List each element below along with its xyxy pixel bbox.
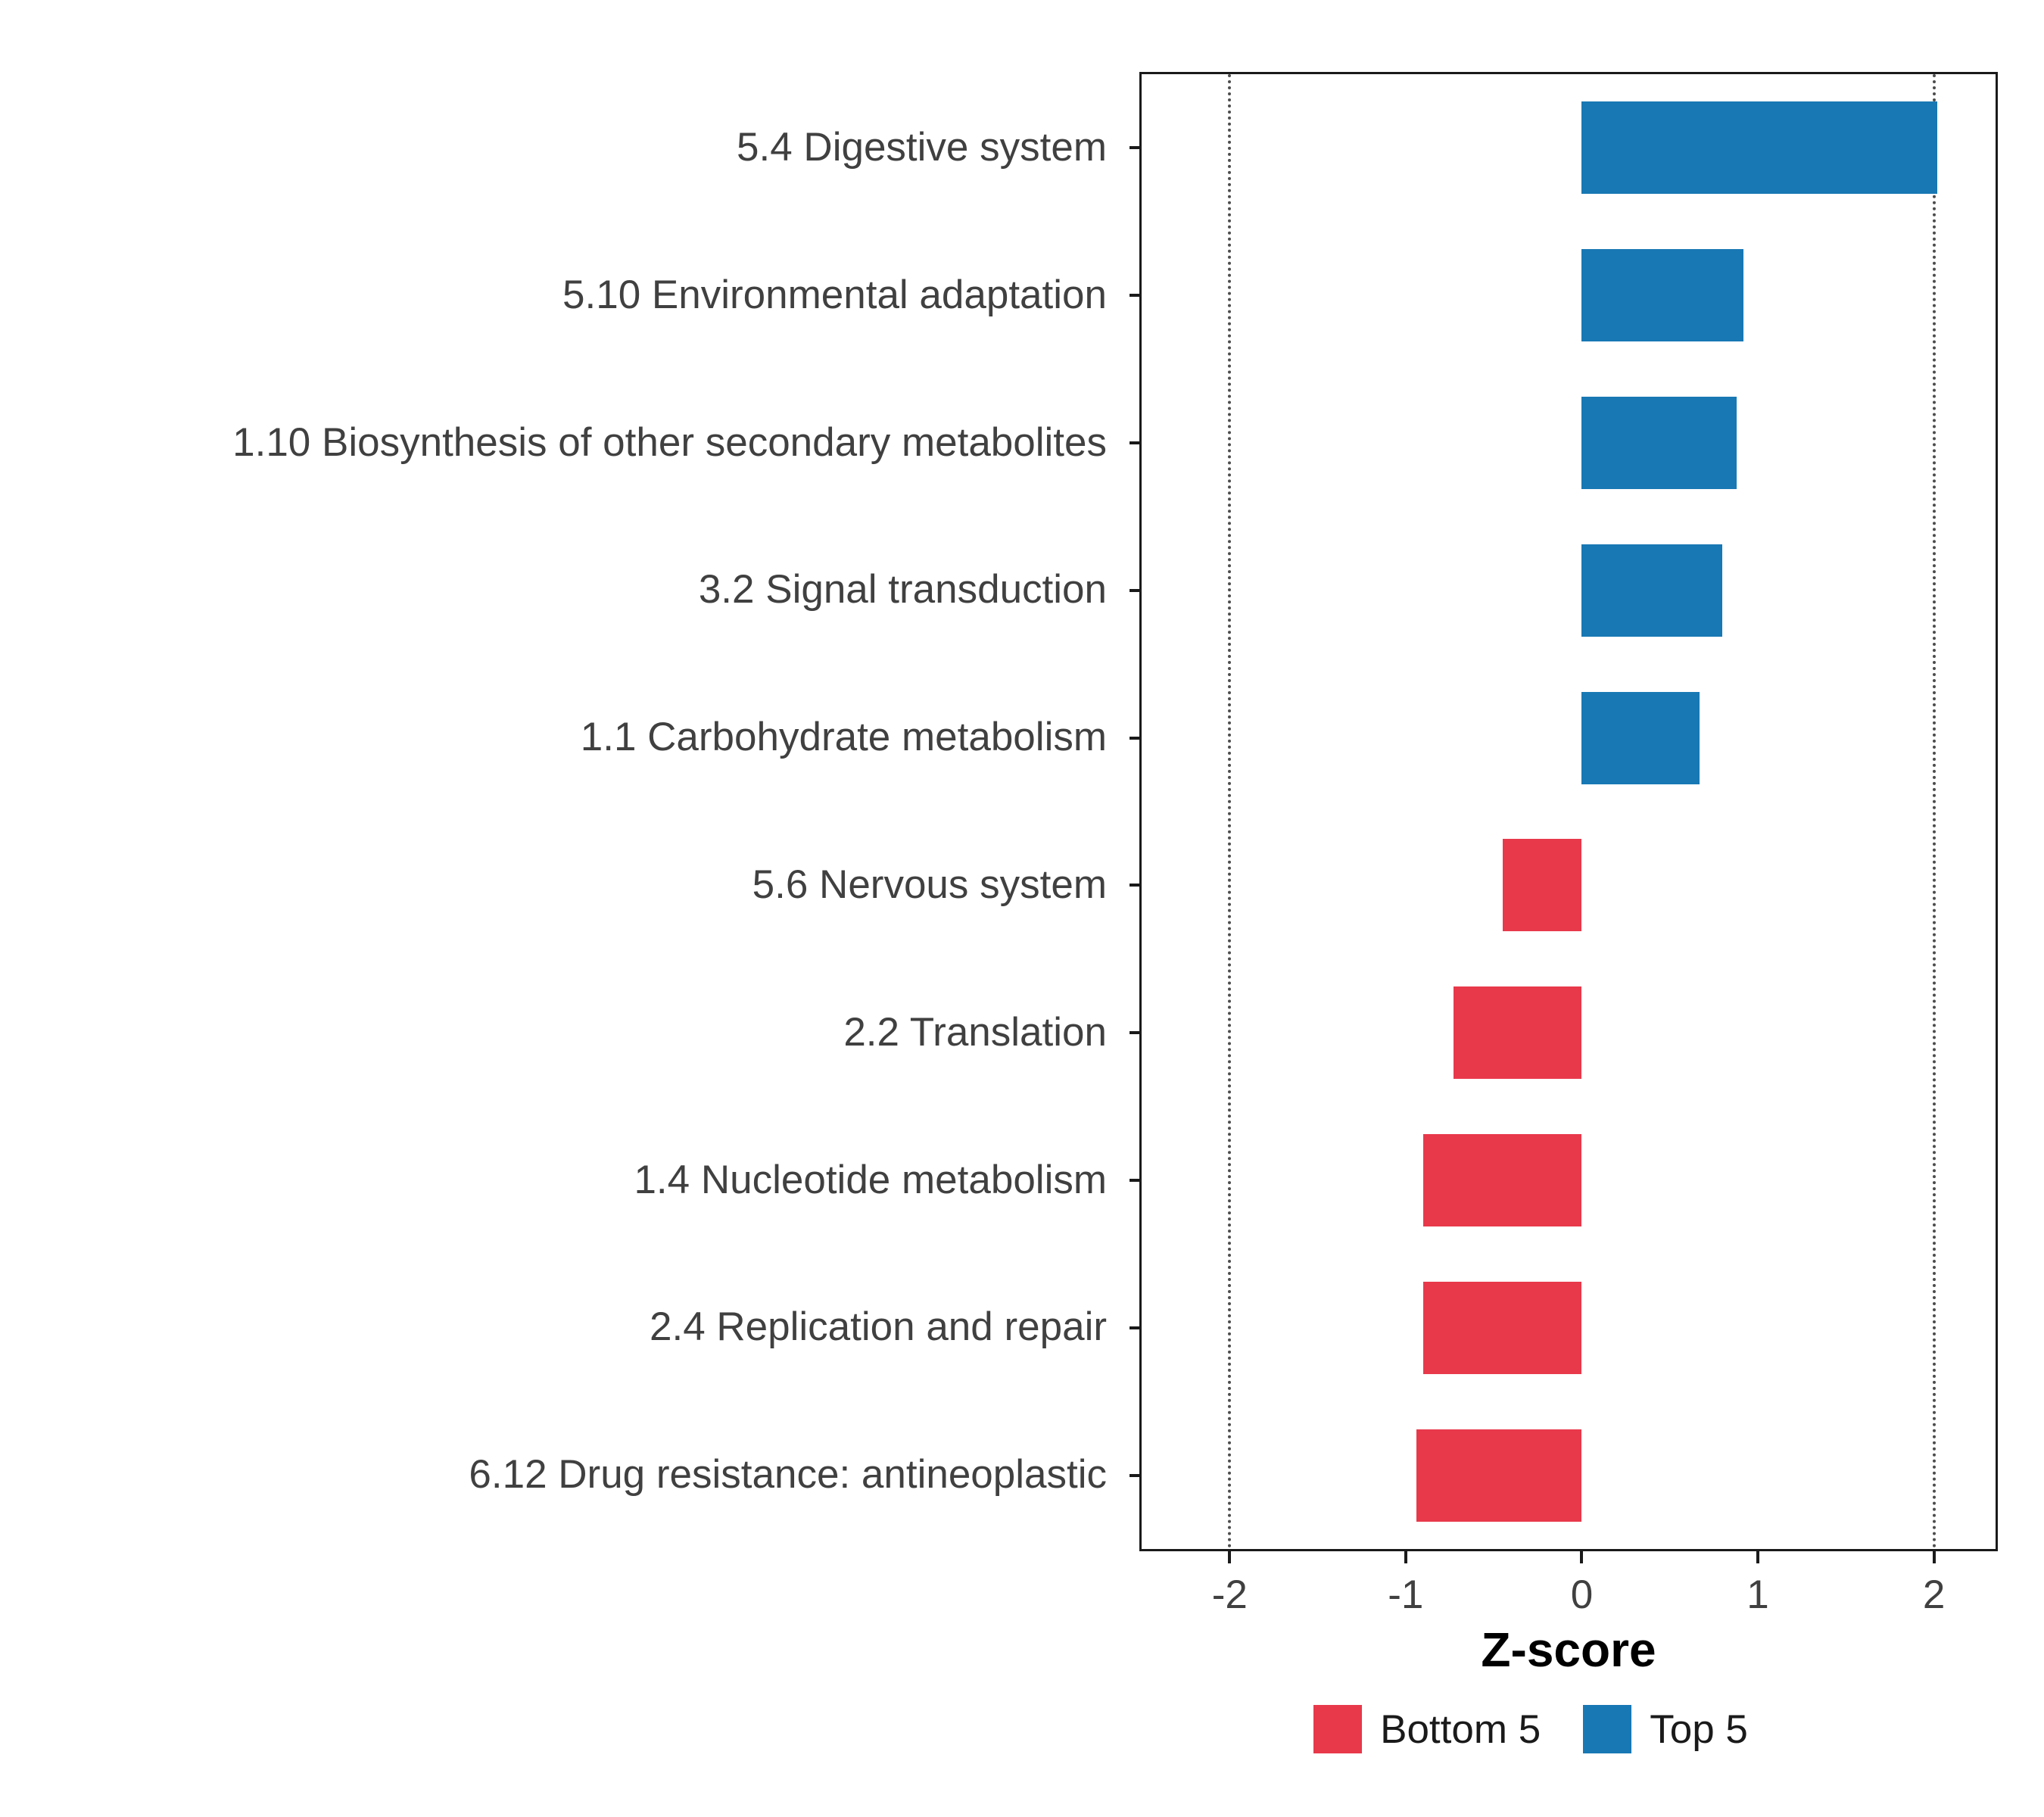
x-tick-label: 1 bbox=[1746, 1572, 1769, 1617]
y-tick-mark bbox=[1129, 1031, 1142, 1035]
bar-9 bbox=[1416, 1429, 1582, 1522]
y-axis-label: 6.12 Drug resistance: antineoplastic bbox=[469, 1452, 1107, 1498]
x-tick-mark bbox=[1932, 1551, 1936, 1563]
x-tick-mark bbox=[1756, 1551, 1760, 1563]
y-axis-label: 1.4 Nucleotide metabolism bbox=[634, 1157, 1107, 1202]
y-axis-label: 3.2 Signal transduction bbox=[698, 567, 1107, 612]
y-tick-mark bbox=[1129, 736, 1142, 740]
bar-3 bbox=[1581, 544, 1723, 637]
x-tick-mark bbox=[1580, 1551, 1584, 1563]
bar-4 bbox=[1581, 691, 1700, 784]
x-axis-title: Z-score bbox=[1481, 1622, 1656, 1677]
y-tick-mark bbox=[1129, 1179, 1142, 1182]
legend-swatch bbox=[1583, 1705, 1632, 1753]
x-tick-label: 0 bbox=[1570, 1572, 1594, 1617]
x-tick-mark bbox=[1228, 1551, 1232, 1563]
bar-7 bbox=[1423, 1134, 1582, 1226]
x-tick-mark bbox=[1404, 1551, 1407, 1563]
bar-0 bbox=[1581, 101, 1938, 195]
y-axis-label: 1.1 Carbohydrate metabolism bbox=[580, 715, 1107, 760]
legend-item-bottom-5: Bottom 5 bbox=[1313, 1705, 1541, 1753]
y-axis-label: 2.4 Replication and repair bbox=[650, 1304, 1107, 1350]
y-tick-mark bbox=[1129, 1473, 1142, 1477]
bar-6 bbox=[1453, 986, 1582, 1080]
bar-1 bbox=[1581, 249, 1744, 342]
legend-label: Top 5 bbox=[1650, 1706, 1748, 1752]
y-axis-label: 5.10 Environmental adaptation bbox=[562, 272, 1107, 317]
y-tick-mark bbox=[1129, 588, 1142, 592]
y-tick-mark bbox=[1129, 146, 1142, 150]
y-axis-label: 5.6 Nervous system bbox=[752, 862, 1107, 907]
y-tick-mark bbox=[1129, 294, 1142, 298]
x-tick-label: -1 bbox=[1388, 1572, 1424, 1617]
reference-line-2 bbox=[1932, 74, 1936, 1549]
bar-2 bbox=[1581, 397, 1737, 489]
x-tick-label: -2 bbox=[1211, 1572, 1248, 1617]
bar-5 bbox=[1502, 839, 1582, 932]
legend: Bottom 5 Top 5 bbox=[1026, 1705, 2036, 1753]
legend-swatch bbox=[1313, 1705, 1363, 1753]
y-tick-mark bbox=[1129, 1326, 1142, 1329]
x-tick-label: 2 bbox=[1922, 1572, 1946, 1617]
bar-8 bbox=[1423, 1281, 1582, 1374]
y-tick-mark bbox=[1129, 884, 1142, 887]
y-axis-label: 1.10 Biosynthesis of other secondary met… bbox=[232, 419, 1107, 465]
legend-label: Bottom 5 bbox=[1380, 1706, 1541, 1752]
legend-item-top-5: Top 5 bbox=[1583, 1705, 1748, 1753]
plot-panel bbox=[1139, 72, 1998, 1551]
y-tick-mark bbox=[1129, 441, 1142, 444]
y-axis-label: 2.2 Translation bbox=[843, 1009, 1107, 1055]
reference-line--2 bbox=[1228, 74, 1232, 1549]
y-axis-label: 5.4 Digestive system bbox=[737, 125, 1107, 170]
